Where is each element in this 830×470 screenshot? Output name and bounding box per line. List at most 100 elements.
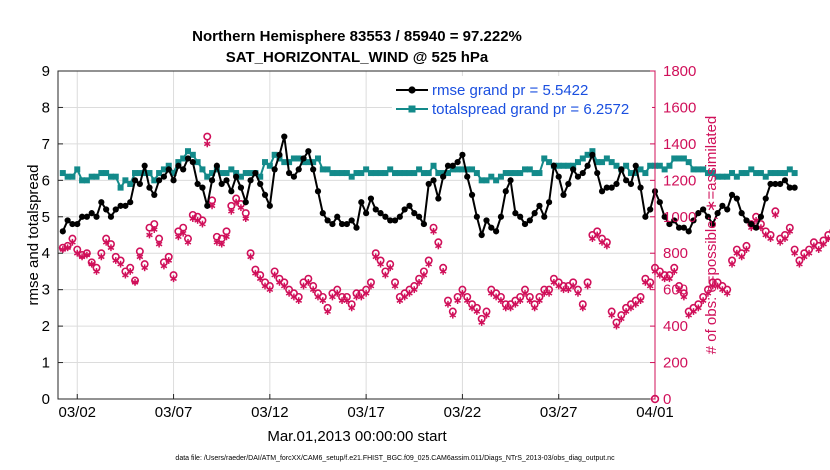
rmse-point <box>786 184 793 191</box>
totalspread-point <box>584 151 591 158</box>
x-tick-label: 03/17 <box>347 404 385 421</box>
obs-assimilated-point <box>261 282 269 290</box>
obs-possible-point <box>203 132 212 141</box>
totalspread-point <box>209 170 216 177</box>
totalspread-point <box>560 162 567 169</box>
totalspread-point <box>719 173 726 180</box>
totalspread-point <box>343 170 350 177</box>
x-tick-label: 04/01 <box>636 404 674 421</box>
asterisk-stroke <box>598 239 606 245</box>
totalspread-point <box>88 173 95 180</box>
totalspread-point <box>266 162 273 169</box>
obs-assimilated-point <box>454 297 461 304</box>
rmse-point <box>608 184 615 191</box>
obs-assimilated-point <box>136 253 144 261</box>
rmse-point <box>464 173 471 180</box>
totalspread-point <box>194 159 201 166</box>
totalspread-point <box>372 170 379 177</box>
totalspread-point <box>599 159 606 166</box>
y-axis-right: 0 200 400 600 800 1000 1200 1400 1600 1800 <box>650 63 696 408</box>
legend-rmse-marker <box>408 86 416 94</box>
obs-assimilated-point <box>324 308 331 315</box>
totalspread-point <box>358 170 365 177</box>
rmse-point <box>252 169 259 177</box>
rmse-point <box>184 155 192 162</box>
totalspread-point <box>594 159 601 166</box>
y-right-tick-label: 800 <box>663 245 688 262</box>
totalspread-point <box>146 170 153 177</box>
y-left-tick-label: 1 <box>42 355 50 372</box>
asterisk-stroke <box>627 305 635 311</box>
rmse-point <box>541 213 548 220</box>
asterisk-stroke <box>762 232 770 238</box>
totalspread-point <box>781 170 788 177</box>
totalspread-point <box>522 166 529 173</box>
rmse-point <box>329 220 336 228</box>
rmse-point <box>478 231 485 239</box>
totalspread-point <box>334 170 341 177</box>
asterisk-stroke <box>791 250 798 256</box>
totalspread-point <box>156 170 163 177</box>
asterisk-stroke <box>444 301 452 307</box>
rmse-point <box>661 213 668 220</box>
rmse-point <box>213 162 220 169</box>
rmse-point <box>560 191 567 199</box>
rmse-point <box>666 220 673 228</box>
totalspread-point <box>377 170 384 177</box>
asterisk-stroke <box>410 287 418 293</box>
asterisk-stroke <box>439 269 447 274</box>
obs-assimilated-point <box>122 271 129 279</box>
legend-rmse-label: rmse grand pr = 5.5422 <box>432 82 588 99</box>
obs-assimilated-point <box>386 264 394 272</box>
x-tick-label: 03/12 <box>251 404 289 421</box>
asterisk-stroke <box>401 294 408 300</box>
asterisk-stroke <box>136 254 144 260</box>
asterisk-stroke <box>786 229 794 234</box>
y-right-tick-label: 1000 <box>663 209 696 226</box>
asterisk-stroke <box>478 320 486 325</box>
totalspread-point <box>488 173 495 180</box>
rmse-point <box>406 202 413 209</box>
obs-assimilated-point <box>483 311 490 319</box>
rmse-point <box>647 206 654 213</box>
asterisk-stroke <box>218 241 226 247</box>
asterisk-stroke <box>608 312 616 318</box>
obs-assimilated-point <box>377 260 384 268</box>
asterisk-stroke <box>83 252 91 258</box>
obs-assimilated-point <box>329 293 336 301</box>
totalspread-point <box>117 184 124 191</box>
asterisk-stroke <box>261 283 269 289</box>
obs-assimilated-point <box>646 282 654 290</box>
asterisk-stroke <box>112 258 120 263</box>
totalspread-point <box>627 170 634 177</box>
totalspread-point <box>160 166 167 173</box>
asterisk-stroke <box>675 287 683 293</box>
legend-box <box>392 76 652 120</box>
asterisk-stroke <box>314 294 322 300</box>
x-tick-label: 03/27 <box>540 404 578 421</box>
totalspread-point <box>579 155 586 162</box>
totalspread-point <box>107 173 114 180</box>
totalspread-point <box>603 155 610 162</box>
rmse-point <box>415 213 423 220</box>
totalspread-point <box>295 155 302 162</box>
obs-assimilated-point <box>670 268 678 275</box>
rmse-point <box>637 184 644 191</box>
asterisk-stroke <box>170 276 177 282</box>
asterisk-stroke <box>694 305 702 311</box>
asterisk-stroke <box>767 236 774 241</box>
rmse-point <box>237 184 245 191</box>
asterisk-stroke <box>430 229 437 234</box>
asterisk-stroke <box>454 298 461 303</box>
obs-assimilated-point <box>131 278 139 286</box>
obs-assimilated-point <box>507 304 514 312</box>
totalspread-point <box>314 155 321 162</box>
obs-assimilated-point <box>704 289 712 297</box>
obs-assimilated-point <box>88 260 96 268</box>
rmse-point <box>748 220 755 228</box>
rmse-point <box>290 173 298 180</box>
asterisk-stroke <box>487 290 495 296</box>
totalspread-point <box>483 177 490 184</box>
obs-assimilated-point <box>473 308 481 315</box>
